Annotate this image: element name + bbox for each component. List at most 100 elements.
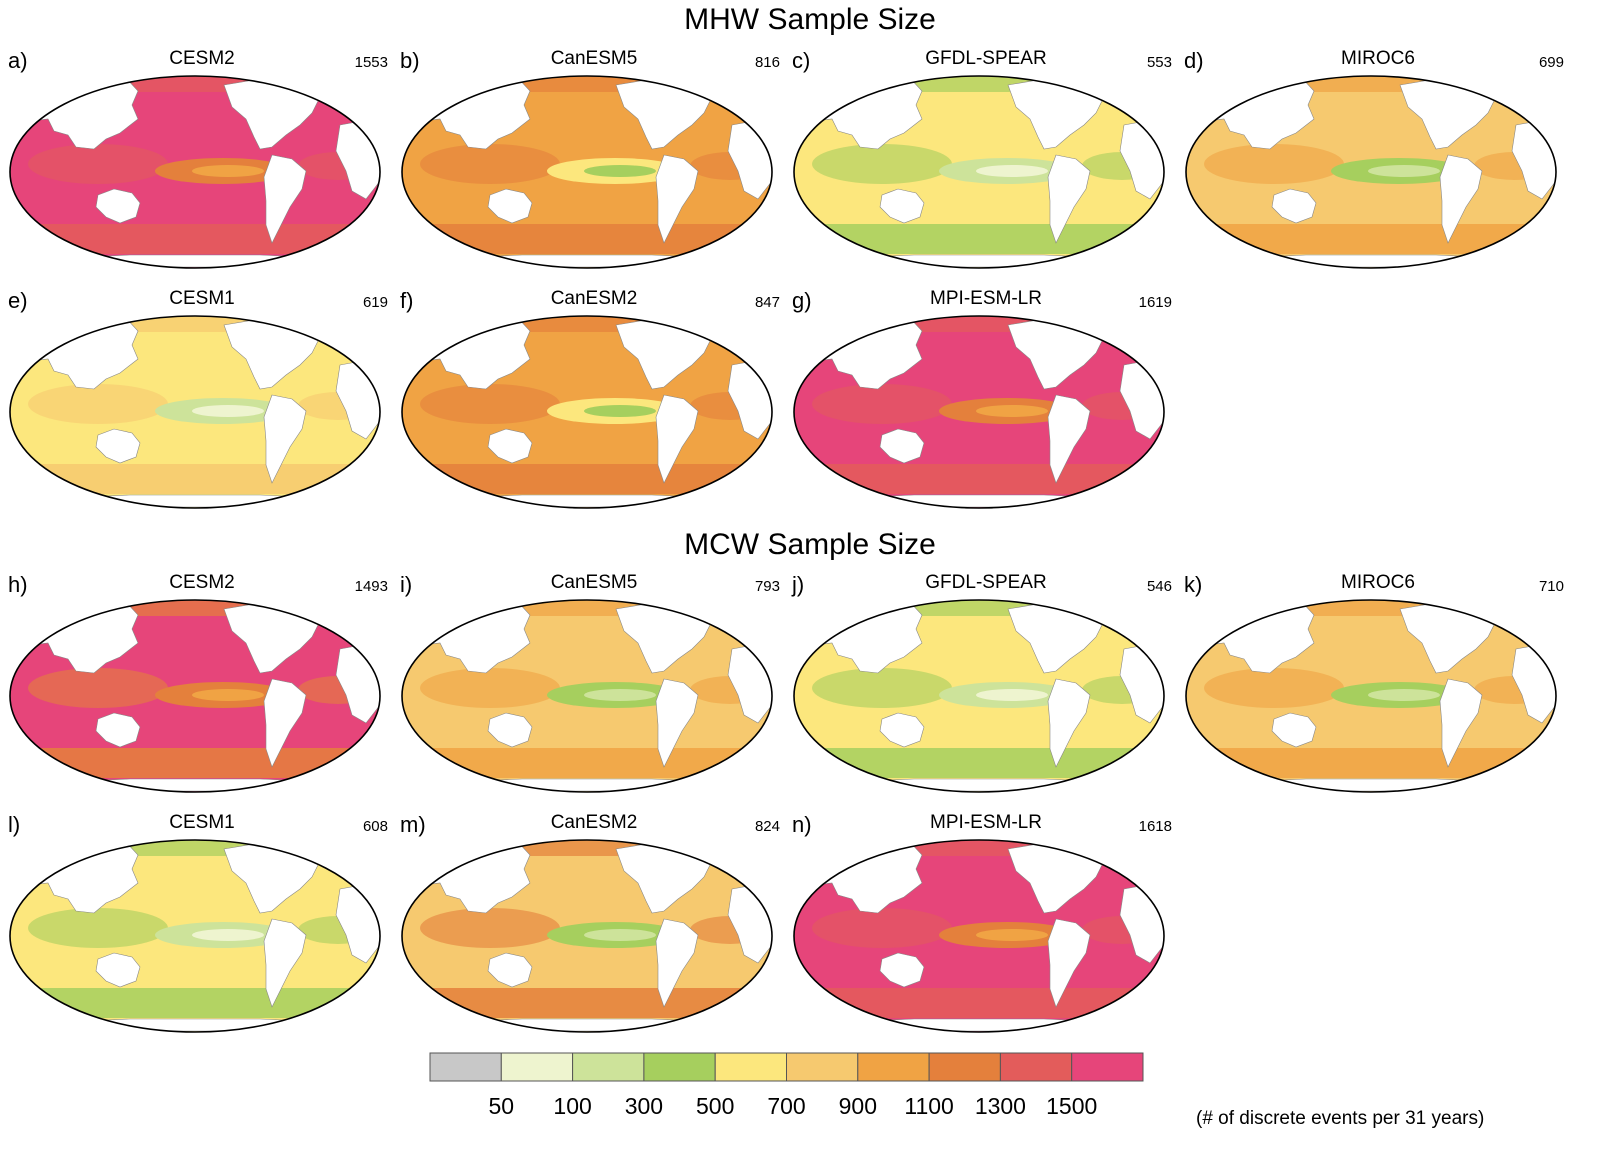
panel-sample-count: 619 (362, 294, 388, 311)
greenland-landmass (1093, 600, 1121, 618)
south-america-landmass (655, 678, 699, 768)
robinson-map (9, 599, 381, 793)
robinson-map (1185, 599, 1557, 793)
map-field (794, 76, 1164, 268)
panel-model-name: CESM2 (169, 48, 235, 69)
map-panel: d) MIROC6 699 (1184, 48, 1572, 278)
equatorial-pacific-core (192, 165, 264, 177)
greenland-landmass (1093, 840, 1121, 858)
antarctica-landmass (1210, 254, 1532, 268)
indo-pacific-region (28, 384, 168, 424)
colorbar-swatch (572, 1052, 645, 1082)
indo-pacific-region (812, 908, 952, 948)
south-america-landmass (655, 918, 699, 1008)
equatorial-pacific-core (976, 165, 1048, 177)
map-panel: j) GFDL-SPEAR 546 (792, 572, 1180, 802)
equatorial-pacific-core (976, 929, 1048, 941)
map-panel: n) MPI-ESM-LR 1618 (792, 812, 1180, 1042)
south-america-landmass (263, 918, 307, 1008)
panel-model-name: CESM2 (169, 572, 235, 593)
panel-letter: n) (792, 812, 812, 837)
robinson-map (793, 599, 1165, 793)
robinson-map (9, 75, 381, 269)
panel-sample-count: 1493 (354, 578, 388, 595)
antarctica-landmass (426, 254, 748, 268)
australia-landmass (879, 188, 925, 224)
map-panel: m) CanESM2 824 (400, 812, 788, 1042)
south-america-landmass (655, 394, 699, 484)
panel-model-name: CESM1 (169, 288, 235, 309)
map-border (401, 839, 773, 1033)
south-america-landmass (263, 678, 307, 768)
panel-sample-count: 710 (1538, 578, 1564, 595)
map-border (401, 599, 773, 793)
robinson-map (793, 839, 1165, 1033)
colorbar-swatch (643, 1052, 716, 1082)
antarctica-landmass (818, 494, 1140, 508)
south-america-landmass (655, 154, 699, 244)
colorbar-tick-label: 900 (839, 1093, 877, 1119)
map-border (9, 315, 381, 509)
panel-sample-count: 1619 (1138, 294, 1172, 311)
panel-letter: l) (8, 812, 21, 837)
robinson-map (401, 315, 773, 509)
robinson-map (401, 839, 773, 1033)
colorbar-swatch (928, 1052, 1001, 1082)
indo-pacific-region (812, 384, 952, 424)
colorbar-tick-label: 1500 (1046, 1093, 1097, 1119)
equatorial-pacific-core (192, 689, 264, 701)
colorbar-swatch (1071, 1052, 1144, 1082)
colorbar-swatch (786, 1052, 859, 1082)
panel-model-name: MIROC6 (1341, 48, 1415, 69)
indo-pacific-region (420, 384, 560, 424)
equatorial-pacific-core (976, 405, 1048, 417)
south-america-landmass (1047, 154, 1091, 244)
panel-letter: b) (400, 48, 420, 73)
panel-model-name: CanESM2 (550, 812, 638, 833)
australia-landmass (487, 952, 533, 988)
panel-sample-count: 553 (1146, 54, 1172, 71)
panel-sample-count: 546 (1146, 578, 1172, 595)
robinson-map (9, 315, 381, 509)
equatorial-pacific-core (584, 689, 656, 701)
antarctica-landmass (426, 778, 748, 792)
arctic-band (794, 316, 1164, 332)
robinson-map (401, 599, 773, 793)
antarctica-landmass (34, 494, 356, 508)
arctic-band (794, 600, 1164, 616)
south-america-landmass (1439, 678, 1483, 768)
map-panel: e) CESM1 619 (8, 288, 396, 518)
robinson-map (1185, 75, 1557, 269)
robinson-map (793, 315, 1165, 509)
indo-pacific-region (812, 144, 952, 184)
panel-sample-count: 699 (1538, 54, 1564, 71)
panel-model-name: MPI-ESM-LR (930, 812, 1042, 833)
panel-sample-count: 847 (754, 294, 780, 311)
south-america-landmass (1047, 918, 1091, 1008)
indo-pacific-region (1204, 668, 1344, 708)
colorbar-tick-label: 50 (489, 1093, 515, 1119)
australia-landmass (95, 952, 141, 988)
colorbar-tick-label: 700 (767, 1093, 805, 1119)
arctic-band (402, 840, 772, 856)
colorbar-swatch (714, 1052, 788, 1082)
equatorial-pacific-core (1368, 165, 1440, 177)
panel-model-name: GFDL-SPEAR (925, 48, 1047, 69)
panel-letter: d) (1184, 48, 1204, 73)
map-panel: l) CESM1 608 (8, 812, 396, 1042)
arctic-band (794, 76, 1164, 92)
greenland-landmass (1093, 316, 1121, 334)
australia-landmass (1271, 712, 1317, 748)
arctic-band (10, 600, 380, 616)
map-border (9, 839, 381, 1033)
australia-landmass (487, 188, 533, 224)
colorbar-tick-label: 1300 (975, 1093, 1026, 1119)
indo-pacific-region (420, 668, 560, 708)
arctic-band (794, 840, 1164, 856)
antarctica-landmass (34, 1018, 356, 1032)
colorbar-tick-label: 1100 (904, 1093, 953, 1119)
arctic-band (1186, 600, 1556, 616)
equatorial-pacific-core (192, 929, 264, 941)
panel-sample-count: 608 (362, 818, 388, 835)
panel-model-name: MPI-ESM-LR (930, 288, 1042, 309)
